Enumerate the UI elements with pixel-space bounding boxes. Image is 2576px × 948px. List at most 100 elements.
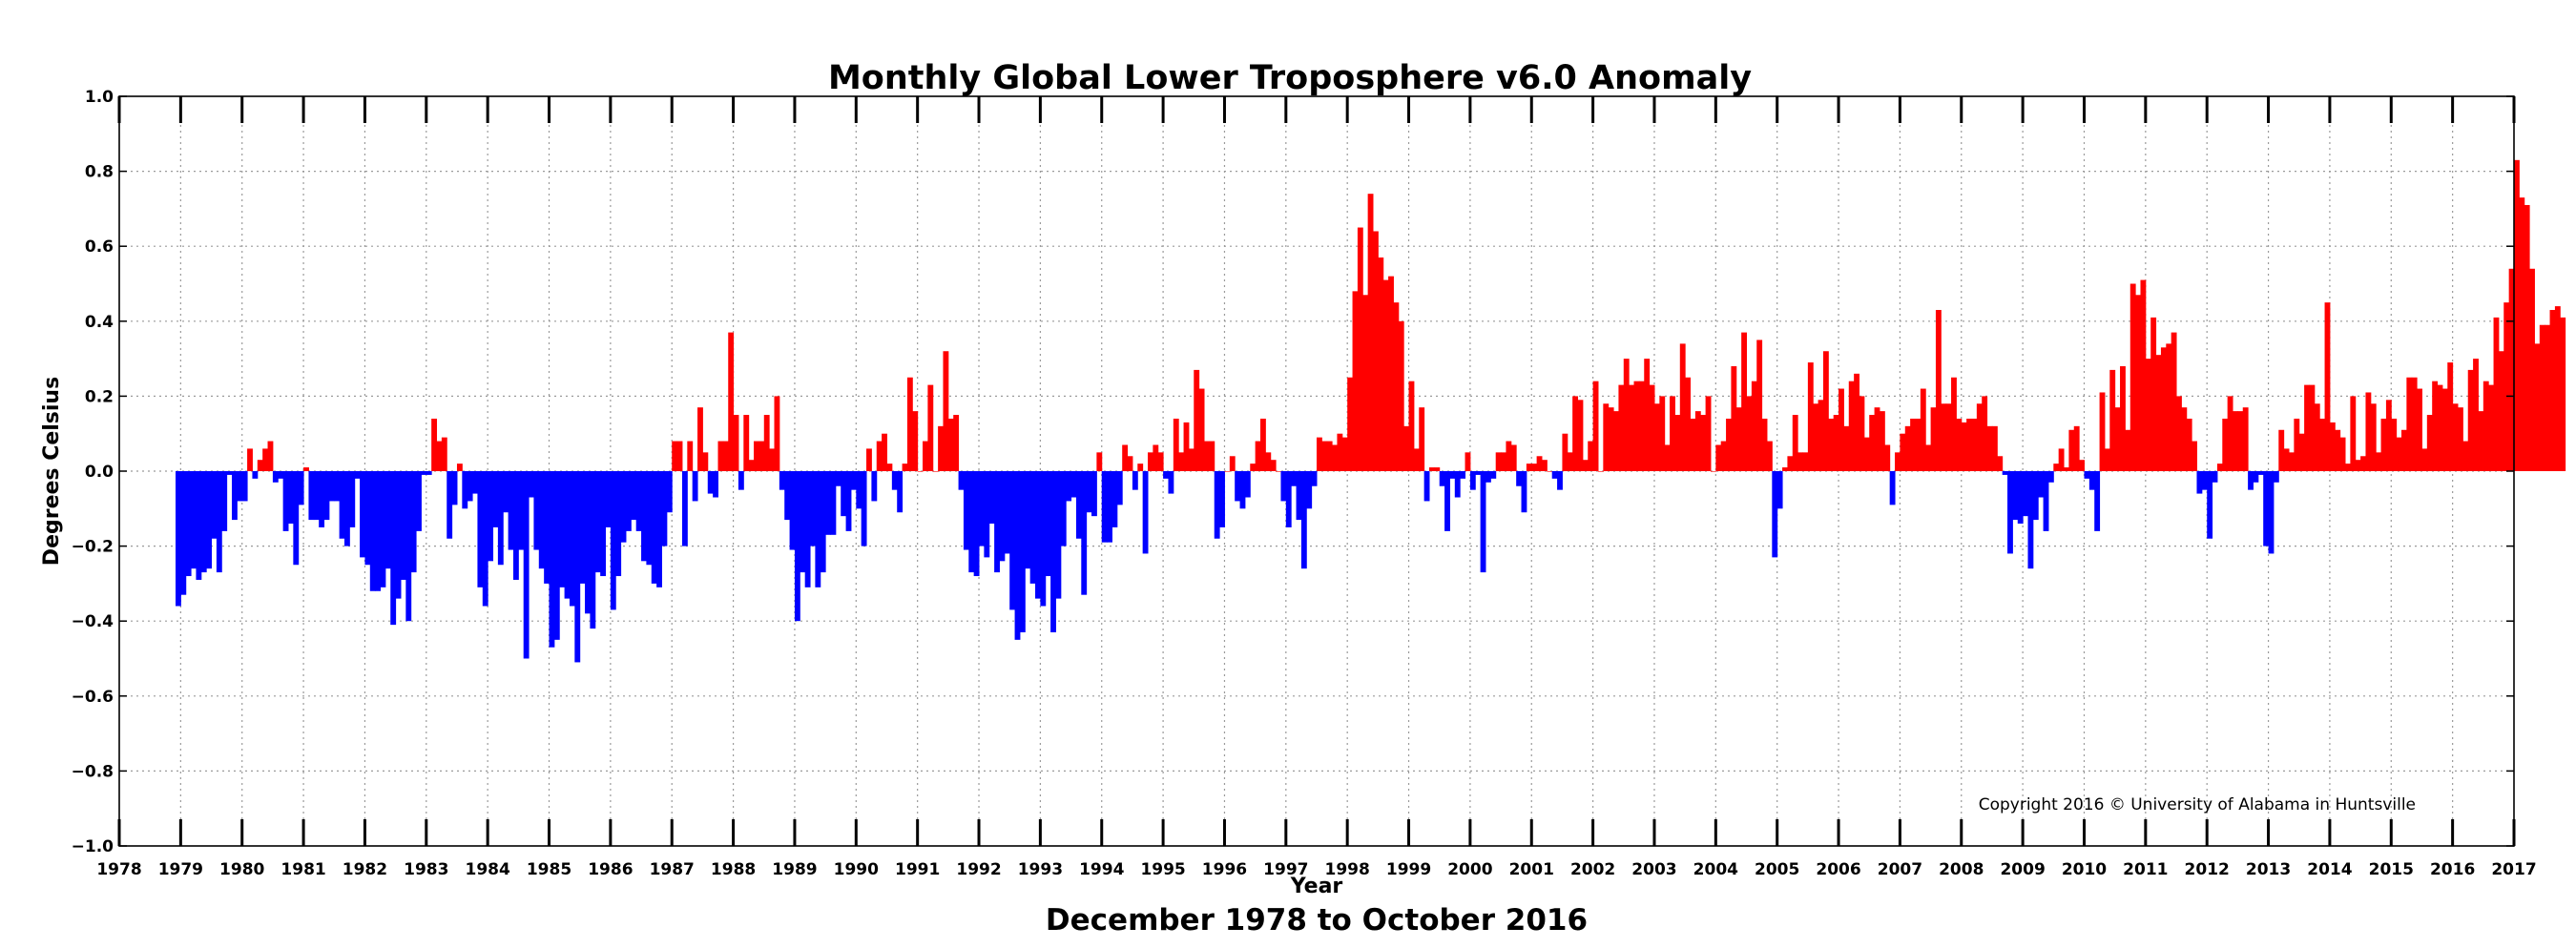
bar-positive <box>2145 359 2151 471</box>
x-tick-label: 1991 <box>895 860 940 879</box>
bar-positive <box>1966 418 1972 471</box>
bar-positive <box>1766 441 1773 471</box>
bar-negative <box>1469 471 1476 490</box>
bar-positive <box>1670 396 1675 471</box>
bar-positive <box>1209 441 1215 471</box>
bar-positive <box>2233 411 2238 471</box>
bar-positive <box>1751 381 1757 471</box>
bar-positive <box>1633 381 1640 471</box>
bar-positive <box>1802 452 1809 471</box>
bar-negative <box>1035 471 1041 599</box>
bar-positive <box>2478 411 2484 471</box>
bar-negative <box>369 471 376 591</box>
bar-positive <box>2380 418 2387 471</box>
bar-positive <box>2514 159 2520 471</box>
x-tick-label: 1986 <box>588 860 633 879</box>
bar-negative <box>574 471 581 663</box>
bar-negative <box>252 471 259 479</box>
y-tick-label: 0.4 <box>85 313 114 332</box>
x-tick-label: 2011 <box>2123 860 2168 879</box>
bar-negative <box>2084 471 2090 479</box>
bar-negative <box>984 471 990 558</box>
bar-positive <box>2129 283 2136 471</box>
bar-negative <box>308 471 315 521</box>
bar-negative <box>216 471 222 573</box>
bar-positive <box>2426 415 2433 471</box>
bar-positive <box>2488 384 2495 471</box>
y-tick-label: −0.2 <box>72 538 114 557</box>
bar-negative <box>395 471 402 599</box>
bar-negative <box>1050 471 1056 632</box>
bar-positive <box>1659 396 1666 471</box>
chart-title: Monthly Global Lower Troposphere v6.0 An… <box>828 59 1752 97</box>
bar-negative <box>605 471 612 527</box>
bar-positive <box>2058 448 2065 471</box>
bar-positive <box>2360 456 2366 471</box>
bar-negative <box>585 471 591 614</box>
bar-positive <box>1255 441 1261 471</box>
x-tick-label: 2006 <box>1816 860 1860 879</box>
x-tick-label: 2005 <box>1755 860 1799 879</box>
bar-positive <box>2376 452 2382 471</box>
bar-positive <box>1536 456 1543 471</box>
bar-negative <box>590 471 596 629</box>
bar-positive <box>2242 407 2249 471</box>
bar-positive <box>2406 377 2413 471</box>
bar-positive <box>1582 460 1589 471</box>
bar-negative <box>553 471 560 640</box>
bar-positive <box>1741 332 1748 471</box>
bar-positive <box>769 448 775 471</box>
bar-negative <box>2088 471 2095 490</box>
bar-negative <box>825 471 831 535</box>
bar-negative <box>569 471 575 607</box>
bar-negative <box>2007 471 2013 554</box>
bar-negative <box>2201 471 2208 490</box>
bar-positive <box>2350 396 2357 471</box>
bar-negative <box>871 471 878 502</box>
bar-positive <box>1761 418 1768 471</box>
bar-positive <box>763 415 770 471</box>
bar-positive <box>1501 452 1506 471</box>
bar-positive <box>436 441 443 471</box>
x-tick-label: 2010 <box>2062 860 2107 879</box>
bar-positive <box>1419 407 1425 471</box>
bar-positive <box>1956 418 1963 471</box>
bar-positive <box>1510 444 1517 471</box>
bar-positive <box>2529 268 2535 471</box>
bar-positive <box>932 471 939 472</box>
bar-negative <box>579 471 586 584</box>
bar-negative <box>1423 471 1430 502</box>
bar-positive <box>1148 452 1153 471</box>
bar-positive <box>1756 340 1763 471</box>
bar-negative <box>405 471 412 622</box>
bar-negative <box>779 471 785 490</box>
bar-negative <box>390 471 397 626</box>
bar-positive <box>1935 310 1942 471</box>
bar-negative <box>1521 471 1527 513</box>
y-axis-label: Degrees Celsius <box>40 377 64 566</box>
x-tick-label: 2009 <box>2000 860 2045 879</box>
bar-negative <box>1014 471 1021 640</box>
bar-negative <box>891 471 898 490</box>
bar-negative <box>610 471 616 610</box>
grid-lines <box>119 96 2514 846</box>
bar-positive <box>1623 359 1630 471</box>
x-tick-label: 1995 <box>1140 860 1185 879</box>
bar-negative <box>1091 471 1097 517</box>
bar-positive <box>1608 407 1614 471</box>
bar-positive <box>702 452 709 471</box>
x-tick-label: 1984 <box>465 860 509 879</box>
bar-negative <box>1070 471 1077 498</box>
bar-positive <box>1700 415 1707 471</box>
bar-positive <box>2314 403 2320 471</box>
bar-positive <box>754 441 759 471</box>
bar-positive <box>1224 471 1231 472</box>
bar-positive <box>1332 444 1338 471</box>
bar-negative <box>1132 471 1138 490</box>
bar-positive <box>1173 418 1179 471</box>
bar-positive <box>1690 418 1696 471</box>
bar-negative <box>226 471 233 475</box>
bar-positive <box>1618 384 1625 471</box>
bar-negative <box>1490 471 1497 479</box>
bar-negative <box>298 471 304 505</box>
